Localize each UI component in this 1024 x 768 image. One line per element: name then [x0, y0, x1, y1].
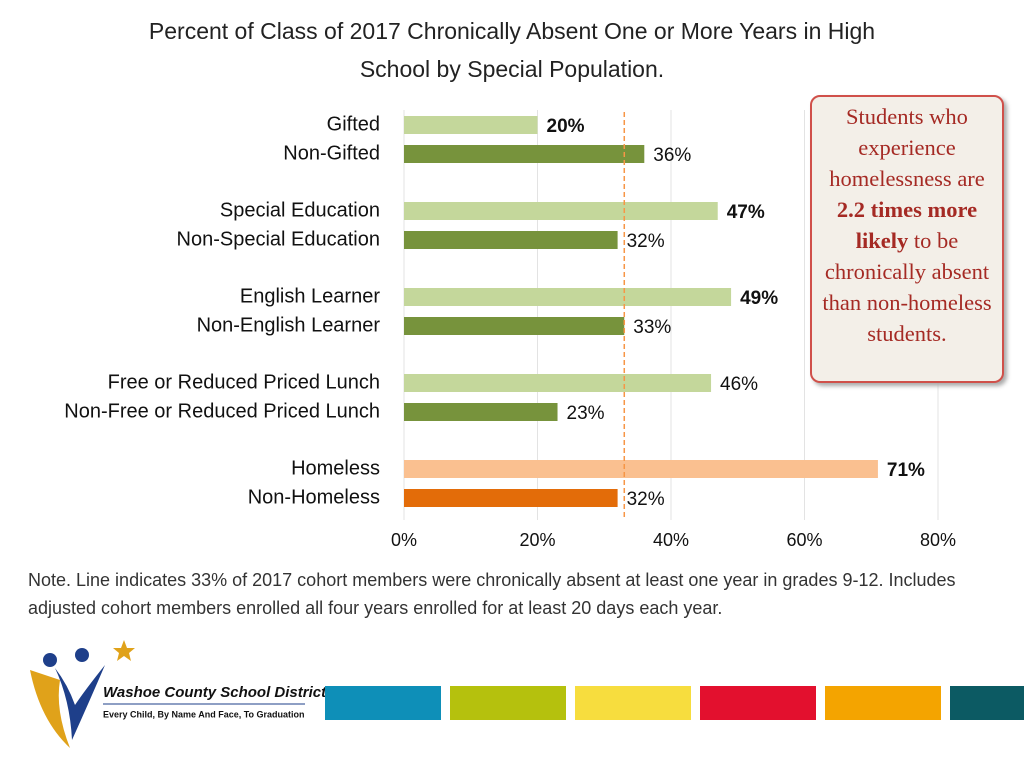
color-strip: [450, 686, 566, 720]
y-tick-label: Non-Free or Reduced Priced Lunch: [64, 400, 380, 422]
y-tick-label: Non-Homeless: [248, 486, 380, 508]
callout-text: Students who experience homelessness are: [829, 104, 985, 191]
color-strip: [950, 686, 1024, 720]
color-strip: [700, 686, 816, 720]
color-strip: [575, 686, 691, 720]
y-tick-label: Homeless: [291, 457, 380, 479]
x-tick-label: 0%: [391, 530, 417, 550]
x-tick-label: 40%: [653, 530, 689, 550]
bar: [404, 145, 645, 163]
value-label: 23%: [567, 403, 605, 424]
value-label: 32%: [627, 489, 665, 510]
color-strip: [825, 686, 941, 720]
x-tick-label: 80%: [920, 530, 956, 550]
value-label: 33%: [633, 317, 671, 338]
motto: Every Child, By Name And Face, To Gradua…: [103, 709, 305, 719]
value-label: 36%: [653, 145, 691, 166]
y-tick-label: Non-English Learner: [197, 314, 381, 336]
y-tick-label: English Learner: [240, 285, 380, 307]
callout-text: 2.2 times more likely: [836, 197, 978, 253]
y-tick-label: Gifted: [327, 113, 380, 135]
bar: [404, 116, 538, 134]
bar: [404, 489, 618, 507]
note: Note. Line indicates 33% of 2017 cohort …: [28, 570, 956, 618]
organization: Washoe County School District: [103, 684, 327, 701]
y-tick-label: Special Education: [220, 199, 380, 221]
value-label: 47%: [727, 202, 765, 223]
y-tick-label: Non-Gifted: [283, 142, 380, 164]
y-tick-label: Free or Reduced Priced Lunch: [108, 371, 380, 393]
value-label: 49%: [740, 288, 778, 309]
bar: [404, 374, 712, 392]
logo-swoosh: [30, 670, 70, 748]
color-strip: [325, 686, 441, 720]
value-label: 71%: [887, 460, 925, 481]
bar: [404, 403, 558, 421]
logo-head: [75, 648, 89, 662]
value-label: 46%: [720, 374, 758, 395]
x-tick-label: 20%: [519, 530, 555, 550]
bar: [404, 202, 718, 220]
bar: [404, 317, 625, 335]
bar: [404, 231, 618, 249]
chart-title: Percent of Class of 2017 Chronically Abs…: [148, 18, 876, 82]
logo-star: [113, 640, 135, 661]
logo-figure: [55, 665, 105, 740]
x-tick-label: 60%: [786, 530, 822, 550]
callout: Students who experience homelessness are…: [810, 95, 1004, 383]
logo-head: [43, 653, 57, 667]
value-label: 32%: [627, 231, 665, 252]
callout-text: to be chronically absent than non-homele…: [822, 228, 992, 346]
logo: [30, 640, 135, 748]
value-label: 20%: [547, 116, 585, 137]
bar: [404, 288, 732, 306]
y-tick-label: Non-Special Education: [177, 228, 380, 250]
bar: [404, 460, 878, 478]
